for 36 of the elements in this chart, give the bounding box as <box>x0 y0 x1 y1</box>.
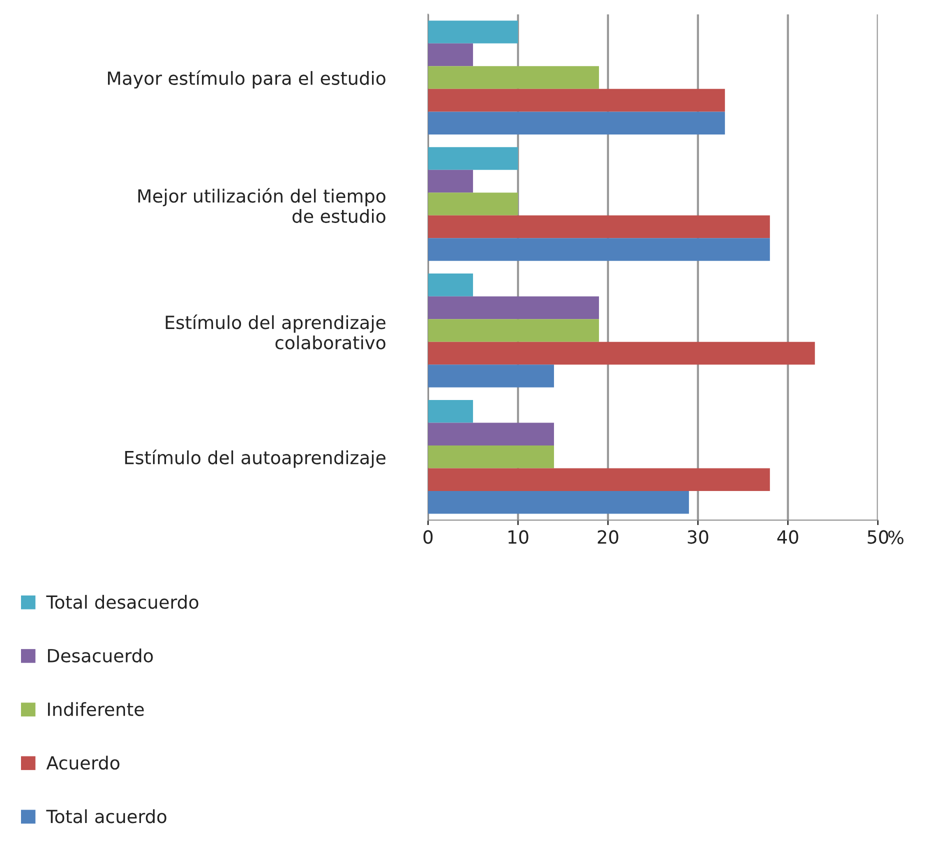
bar <box>428 66 599 89</box>
bar <box>428 342 815 365</box>
legend-label: Total desacuerdo <box>46 594 198 609</box>
bar <box>428 147 518 170</box>
legend-label: Acuerdo <box>46 756 120 770</box>
y-tick-label: Mayor estímulo para el estudio <box>108 70 386 89</box>
bar <box>428 238 770 261</box>
y-tick-label: Estímulo del autoaprendizaje <box>125 450 386 468</box>
bar <box>428 296 599 320</box>
x-tick-label: 10 <box>508 530 528 544</box>
bar <box>428 192 518 216</box>
bar <box>428 364 554 388</box>
bar <box>428 319 599 342</box>
bar <box>428 43 474 66</box>
bar <box>428 215 770 238</box>
bar <box>428 446 554 468</box>
x-tick-label: 30 <box>688 530 708 544</box>
bar <box>428 20 518 44</box>
bar <box>428 112 725 134</box>
x-tick-label: 0 <box>423 530 433 544</box>
legend-label: Desacuerdo <box>48 648 153 662</box>
x-axis-title: % <box>888 530 904 544</box>
bar <box>428 491 689 514</box>
x-tick-label: 20 <box>598 530 618 544</box>
y-tick-label: Mejor utilización del tiempo de estudio <box>138 188 386 223</box>
bar <box>428 88 725 112</box>
y-tick-label: Estímulo del aprendizaje colaborativo <box>166 314 386 350</box>
legend-label: Total acuerdo <box>46 809 166 824</box>
legend-label: Indiferente <box>48 702 144 716</box>
x-tick-label: 40 <box>777 530 798 544</box>
bar <box>428 274 474 296</box>
x-tick-label: 50 <box>868 530 888 544</box>
bar <box>428 468 770 492</box>
bar <box>428 170 474 193</box>
bar <box>428 400 474 423</box>
bar <box>428 422 554 446</box>
